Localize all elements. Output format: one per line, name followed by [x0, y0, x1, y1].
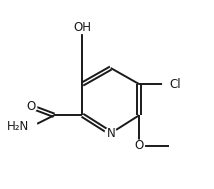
- Text: Cl: Cl: [169, 78, 181, 91]
- Text: N: N: [106, 127, 115, 140]
- Text: O: O: [27, 100, 36, 113]
- Circle shape: [105, 128, 116, 139]
- Text: H₂N: H₂N: [7, 120, 30, 133]
- Circle shape: [22, 119, 37, 134]
- Text: OH: OH: [73, 21, 91, 34]
- Circle shape: [76, 21, 88, 33]
- Circle shape: [134, 140, 144, 151]
- Text: O: O: [135, 139, 144, 152]
- Circle shape: [26, 101, 37, 112]
- Circle shape: [163, 77, 176, 91]
